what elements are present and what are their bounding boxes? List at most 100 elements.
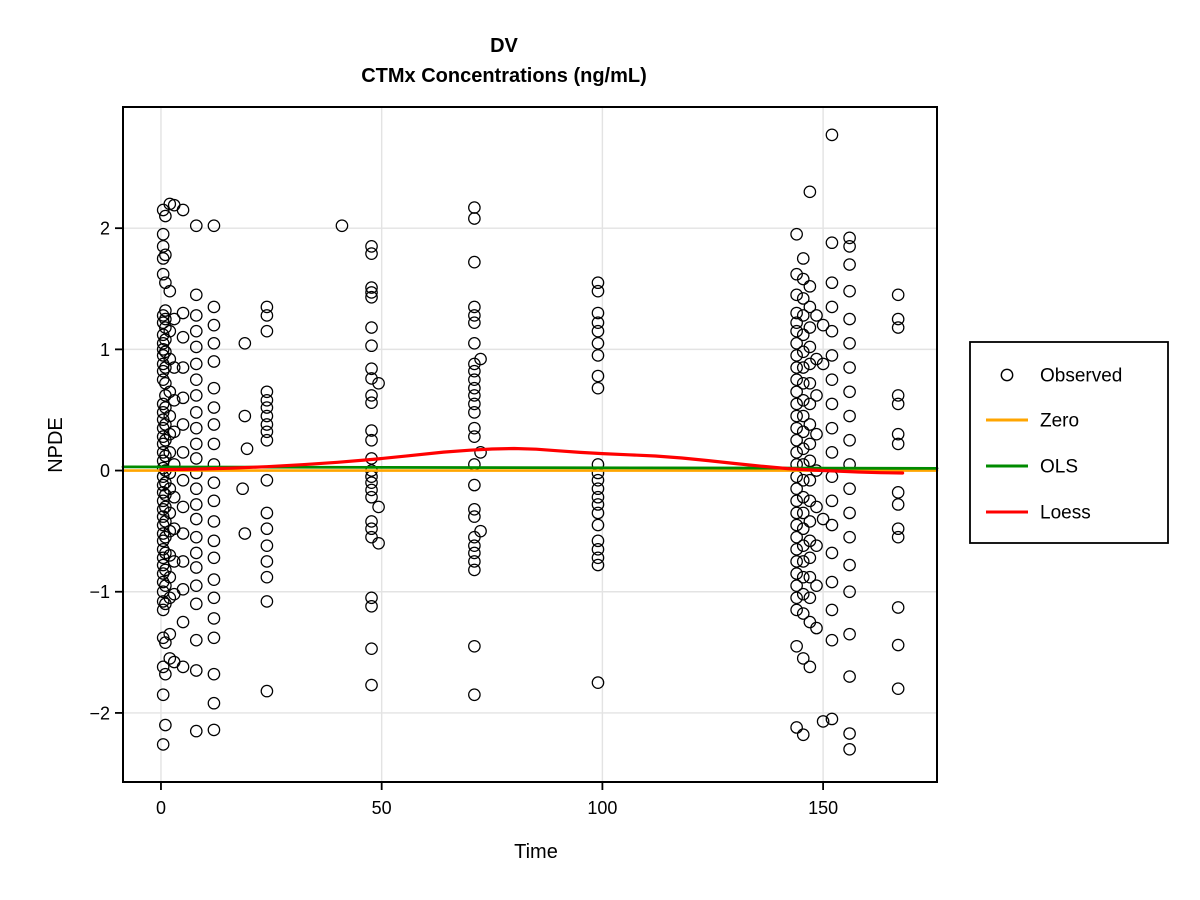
x-tick-label: 100 — [587, 798, 617, 818]
observed-point — [156, 397, 170, 411]
observed-point — [176, 473, 190, 487]
observed-point — [176, 582, 190, 596]
observed-point — [803, 615, 817, 629]
observed-point — [825, 603, 839, 617]
observed-point — [365, 372, 378, 385]
observed-point — [189, 579, 203, 593]
observed-point — [474, 524, 487, 538]
observed-point — [260, 409, 274, 423]
observed-point — [843, 312, 856, 326]
observed-point — [803, 280, 817, 293]
x-tick-label: 50 — [372, 798, 392, 818]
observed-point — [159, 563, 172, 577]
observed-point — [790, 470, 803, 483]
observed-point — [825, 546, 839, 560]
observed-point — [207, 696, 221, 710]
observed-point — [156, 660, 170, 674]
observed-point — [365, 396, 378, 410]
observed-point — [891, 427, 905, 441]
observed-point — [796, 607, 810, 620]
observed-point — [159, 449, 172, 463]
observed-point — [803, 340, 817, 354]
observed-point — [810, 621, 823, 635]
observed-point — [189, 357, 203, 371]
observed-point — [159, 345, 172, 359]
observed-point — [163, 324, 177, 338]
observed-point — [468, 309, 481, 322]
observed-point — [468, 201, 481, 214]
observed-point — [825, 236, 839, 250]
observed-point — [167, 312, 181, 326]
observed-point — [365, 515, 378, 528]
observed-point — [365, 483, 378, 497]
observed-point — [176, 527, 190, 540]
observed-point — [796, 539, 810, 553]
observed-point — [803, 591, 817, 605]
observed-point — [591, 676, 605, 689]
observed-point — [790, 639, 803, 653]
observed-point — [159, 248, 172, 262]
y-axis-label: NPDE — [45, 417, 67, 473]
observed-point — [372, 500, 385, 514]
observed-point — [365, 247, 378, 260]
observed-point — [796, 292, 810, 305]
observed-point — [207, 667, 221, 681]
observed-point — [796, 309, 810, 322]
observed-point — [468, 546, 481, 560]
observed-point — [189, 219, 203, 233]
observed-points — [156, 128, 905, 756]
observed-point — [591, 306, 605, 320]
y-tick-label: −1 — [89, 582, 110, 602]
observed-point — [796, 409, 810, 423]
observed-point — [891, 638, 905, 652]
observed-point — [260, 418, 274, 431]
observed-point — [843, 409, 856, 423]
observed-point — [176, 418, 190, 431]
observed-point — [810, 539, 823, 553]
observed-point — [468, 478, 481, 492]
observed-point — [468, 389, 481, 402]
observed-point — [365, 321, 378, 334]
observed-point — [189, 561, 203, 574]
observed-point — [365, 522, 378, 536]
observed-point — [825, 349, 839, 362]
observed-point — [803, 515, 817, 528]
observed-point — [825, 373, 839, 386]
observed-point — [159, 312, 172, 326]
observed-point — [189, 452, 203, 465]
observed-point — [891, 288, 905, 302]
observed-point — [260, 595, 274, 608]
observed-point — [156, 373, 170, 386]
observed-point — [260, 684, 274, 698]
observed-point — [167, 361, 181, 374]
observed-point — [372, 376, 385, 390]
observed-point — [843, 433, 856, 447]
observed-point — [207, 573, 221, 586]
observed-point — [474, 446, 487, 459]
observed-point — [189, 389, 203, 402]
observed-point — [156, 486, 170, 499]
observed-point — [796, 570, 810, 584]
observed-point — [189, 340, 203, 354]
observed-point — [156, 267, 170, 281]
observed-point — [790, 518, 803, 532]
observed-point — [260, 433, 274, 447]
observed-point — [591, 551, 605, 565]
observed-point — [468, 510, 481, 523]
observed-point — [207, 401, 221, 414]
observed-point — [159, 718, 172, 732]
observed-point — [468, 364, 481, 378]
observed-point — [891, 321, 905, 334]
observed-point — [156, 603, 170, 617]
observed-point — [207, 534, 221, 548]
observed-point — [189, 437, 203, 451]
observed-point — [176, 615, 190, 629]
observed-point — [365, 281, 378, 294]
observed-point — [843, 361, 856, 374]
observed-point — [207, 318, 221, 332]
observed-point — [891, 437, 905, 451]
observed-point — [891, 522, 905, 536]
observed-point — [156, 349, 170, 362]
gridlines — [123, 107, 937, 782]
observed-point — [163, 591, 177, 605]
